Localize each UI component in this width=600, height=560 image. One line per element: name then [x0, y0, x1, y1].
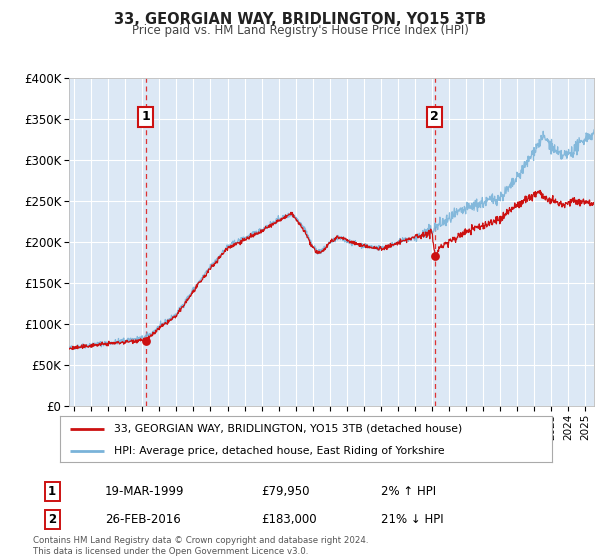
Text: HPI: Average price, detached house, East Riding of Yorkshire: HPI: Average price, detached house, East…	[114, 446, 445, 455]
Text: 33, GEORGIAN WAY, BRIDLINGTON, YO15 3TB: 33, GEORGIAN WAY, BRIDLINGTON, YO15 3TB	[114, 12, 486, 27]
Point	[141, 336, 151, 345]
Text: Price paid vs. HM Land Registry's House Price Index (HPI): Price paid vs. HM Land Registry's House …	[131, 24, 469, 36]
Point	[430, 251, 439, 260]
Text: 1: 1	[48, 485, 56, 498]
Text: 21% ↓ HPI: 21% ↓ HPI	[381, 513, 443, 526]
Text: 33, GEORGIAN WAY, BRIDLINGTON, YO15 3TB (detached house): 33, GEORGIAN WAY, BRIDLINGTON, YO15 3TB …	[114, 424, 463, 434]
Text: Contains HM Land Registry data © Crown copyright and database right 2024.
This d: Contains HM Land Registry data © Crown c…	[33, 536, 368, 556]
Text: 2: 2	[48, 513, 56, 526]
Text: 19-MAR-1999: 19-MAR-1999	[105, 485, 185, 498]
Text: 2% ↑ HPI: 2% ↑ HPI	[381, 485, 436, 498]
Text: 1: 1	[142, 110, 150, 123]
Text: £79,950: £79,950	[261, 485, 310, 498]
Text: £183,000: £183,000	[261, 513, 317, 526]
Text: 2: 2	[430, 110, 439, 123]
Text: 26-FEB-2016: 26-FEB-2016	[105, 513, 181, 526]
